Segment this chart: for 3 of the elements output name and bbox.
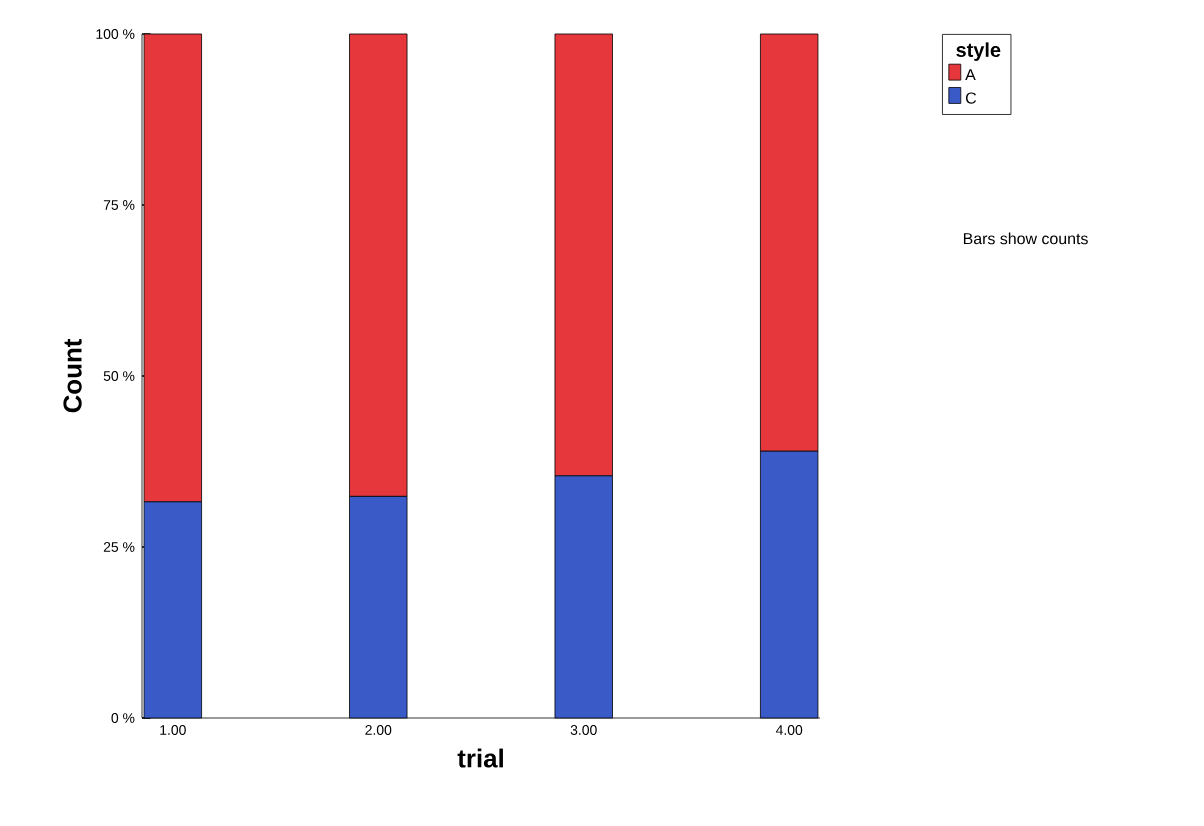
y-axis-title: Count	[63, 338, 82, 413]
x-axis-title: trial	[457, 748, 503, 768]
legend-title: style	[956, 42, 1001, 61]
